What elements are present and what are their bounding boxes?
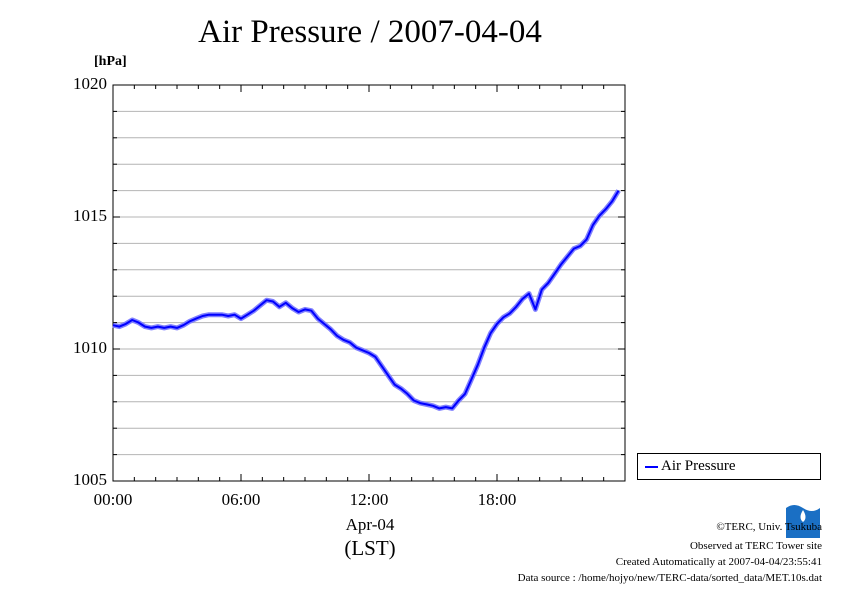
footer-created: Created Automatically at 2007-04-04/23:5… [615,556,822,568]
x-axis-date-label: Apr-04 [345,515,395,534]
legend-label-air-pressure: Air Pressure [661,458,736,474]
y-tick-label: 1010 [73,338,107,357]
legend: Air Pressure [637,453,821,480]
footer-observed: Observed at TERC Tower site [689,540,822,552]
y-tick-label: 1015 [73,206,107,225]
x-tick-label: 00:00 [93,490,133,509]
x-tick-label: 06:00 [221,490,261,509]
footer-source: Data source : /home/hojyo/new/TERC-data/… [517,572,822,584]
gridlines [113,110,625,456]
y-tick-label: 1005 [73,470,107,489]
series-layer [112,189,621,411]
x-tick-label: 12:00 [349,490,389,509]
footer-copyright: ©TERC, Univ. Tsukuba [716,521,822,533]
x-axis-timezone-label: (LST) [344,536,396,560]
terc-logo-icon [784,502,822,538]
series-line-air-pressure [112,190,620,410]
y-axis-unit-label: [hPa] [94,54,127,69]
legend-swatch-air-pressure [645,466,658,468]
chart-title: Air Pressure / 2007-04-04 [198,14,542,50]
x-tick-label: 18:00 [477,490,517,509]
tick-marks [112,84,626,482]
y-tick-label: 1020 [73,74,107,93]
